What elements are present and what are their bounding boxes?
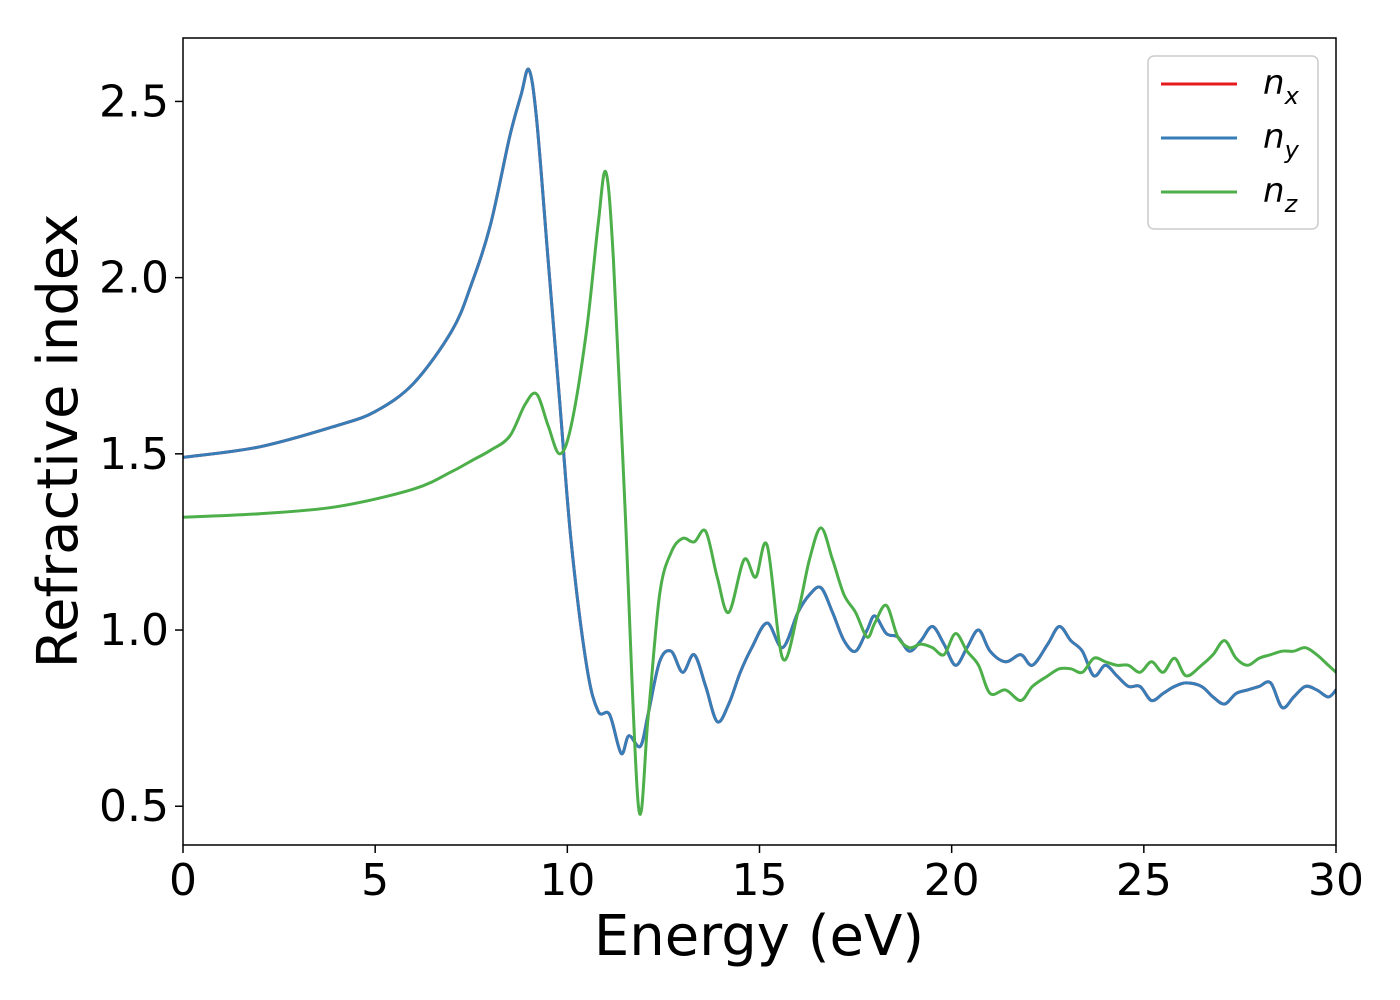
x-tick-label: 5 — [361, 855, 389, 906]
y-tick-label: 0.5 — [99, 781, 169, 832]
x-tick-label: 20 — [924, 855, 980, 906]
x-tick-label: 10 — [539, 855, 595, 906]
y-axis-ticks: 0.5 1.0 1.5 2.0 2.5 — [99, 76, 183, 832]
legend: nx ny nz — [1147, 55, 1319, 230]
y-tick-label: 1.0 — [99, 605, 169, 656]
legend-label-n-y: ny — [1263, 117, 1300, 164]
series-line-n-z — [183, 169, 1336, 816]
legend-label-n-z: nz — [1263, 171, 1299, 218]
y-axis-title: Refractive index — [26, 214, 91, 669]
y-tick-label: 2.5 — [99, 76, 169, 127]
plot-lines — [183, 67, 1336, 816]
x-tick-label: 30 — [1308, 855, 1364, 906]
x-tick-label: 0 — [169, 855, 197, 906]
x-tick-label: 25 — [1116, 855, 1172, 906]
y-tick-label: 1.5 — [99, 429, 169, 480]
legend-label-n-x: nx — [1263, 63, 1300, 110]
series-line-n-y — [183, 67, 1336, 756]
x-tick-label: 15 — [732, 855, 788, 906]
x-axis-ticks: 0 5 10 15 20 25 30 — [169, 845, 1364, 906]
y-tick-label: 2.0 — [99, 253, 169, 304]
x-axis-title: Energy (eV) — [594, 904, 924, 969]
legend-box — [1147, 55, 1319, 230]
